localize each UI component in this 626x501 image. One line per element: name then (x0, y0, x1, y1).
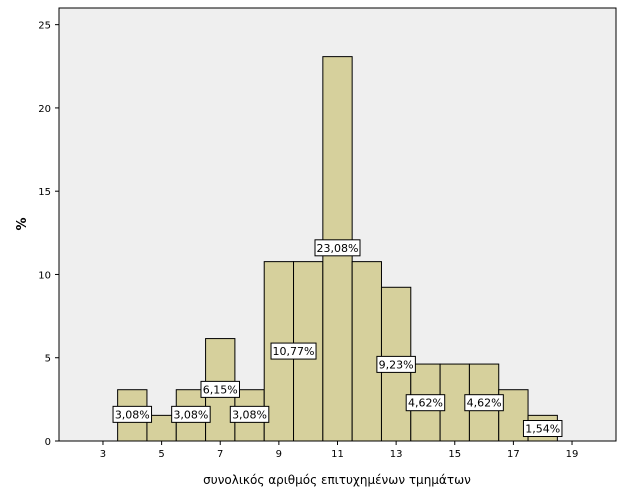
y-tick-label: 20 (38, 104, 51, 115)
histogram-bar (351, 261, 382, 442)
data-label: 3,08% (171, 405, 211, 423)
data-label-box (171, 405, 211, 423)
y-tick-label: 10 (38, 270, 51, 281)
data-label-text: 1,54% (525, 423, 560, 436)
data-labels-group: 3,08% 3,08% 6,15% 3,08% 10,77% 23,08% 9,23% 4,6… (112, 239, 563, 438)
y-tick-label: 5 (45, 354, 51, 365)
y-axis: 0 5 10 15 20 25 (38, 21, 59, 448)
data-label: 4,62% (464, 394, 504, 412)
data-label-text: 4,62% (467, 397, 502, 410)
x-tick-label: 5 (158, 449, 164, 460)
y-tick-label: 25 (38, 21, 51, 32)
x-tick-label: 9 (276, 449, 282, 460)
data-label-text: 3,08% (232, 408, 267, 421)
data-label-box (229, 405, 270, 423)
data-label-box (376, 355, 416, 373)
x-axis: 3 5 7 9 11 13 15 17 19 (100, 441, 579, 460)
data-label-text: 6,15% (203, 383, 238, 396)
x-axis-title: συνολικός αριθμός επιτυχημένων τμημάτων (203, 473, 471, 487)
data-label-box (112, 405, 153, 423)
data-label: 10,77% (270, 342, 317, 360)
data-label: 1,54% (522, 420, 563, 438)
data-label-text: 4,62% (408, 397, 443, 410)
data-label-box (200, 380, 240, 398)
y-tick-label: 0 (45, 437, 51, 448)
y-tick-label: 15 (38, 187, 51, 198)
data-label-box (522, 420, 563, 438)
x-tick-label: 19 (566, 449, 579, 460)
data-label-text: 9,23% (379, 358, 414, 371)
x-tick-label: 17 (507, 449, 520, 460)
x-tick-label: 7 (217, 449, 223, 460)
data-label-box (405, 394, 446, 412)
data-label-box (464, 394, 504, 412)
x-tick-label: 3 (100, 449, 106, 460)
data-label-text: 23,08% (317, 242, 359, 255)
data-label: 9,23% (376, 355, 416, 373)
x-tick-label: 13 (390, 449, 403, 460)
y-axis-title: % (15, 217, 30, 230)
data-label-text: 10,77% (273, 345, 315, 358)
data-label: 23,08% (314, 239, 361, 257)
data-label-text: 3,08% (173, 408, 208, 421)
data-label: 4,62% (405, 394, 446, 412)
data-label: 3,08% (112, 405, 153, 423)
data-label: 3,08% (229, 405, 270, 423)
data-label-text: 3,08% (115, 408, 150, 421)
x-tick-label: 15 (448, 449, 461, 460)
data-label-box (270, 342, 317, 360)
x-tick-label: 11 (331, 449, 344, 460)
data-label-box (314, 239, 361, 257)
data-label: 6,15% (200, 380, 240, 398)
